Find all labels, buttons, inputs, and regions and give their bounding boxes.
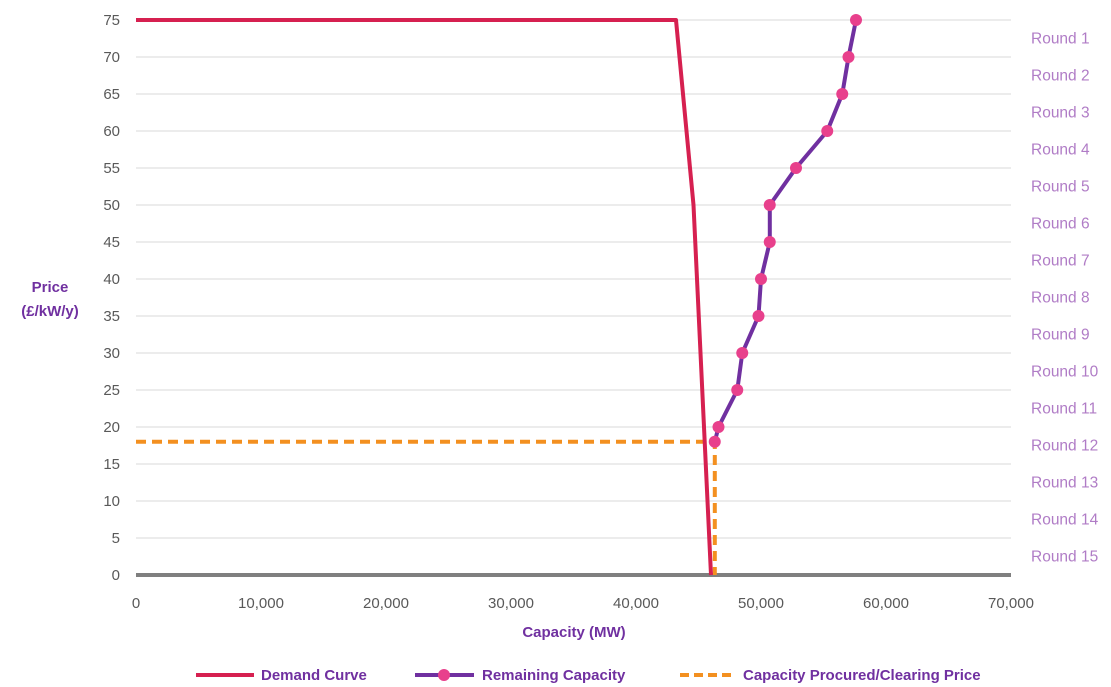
y-tick-label: 15 — [103, 456, 120, 473]
legend-label-procured: Capacity Procured/Clearing Price — [743, 667, 981, 684]
series-line-2 — [136, 439, 717, 575]
y-tick-label: 40 — [103, 271, 120, 288]
legend-item-procured: Capacity Procured/Clearing Price — [680, 667, 981, 684]
x-tick-label: 10,000 — [238, 595, 284, 612]
round-label: Round 1 — [1031, 31, 1090, 48]
y-tick-label: 75 — [103, 12, 120, 29]
round-label: Round 9 — [1031, 327, 1090, 344]
x-tick-label: 60,000 — [863, 595, 909, 612]
y-tick-label: 70 — [103, 49, 120, 66]
round-label: Round 12 — [1031, 438, 1098, 455]
data-point — [836, 88, 849, 100]
y-tick-label: 20 — [103, 419, 120, 436]
data-point — [821, 125, 834, 137]
data-point — [842, 51, 855, 63]
y-tick-label: 55 — [103, 160, 120, 177]
data-point — [752, 310, 765, 322]
y-axis-title: Price — [32, 279, 69, 296]
data-point — [755, 273, 767, 285]
legend-label-remaining: Remaining Capacity — [482, 667, 626, 684]
y-axis-unit: (£/kW/y) — [21, 303, 79, 320]
data-point — [763, 236, 776, 248]
y-tick-label: 50 — [103, 197, 120, 214]
data-point — [708, 435, 721, 448]
x-tick-label: 0 — [132, 595, 140, 612]
x-tick-label: 40,000 — [613, 595, 659, 612]
series-layer — [136, 14, 862, 576]
round-label: Round 11 — [1031, 401, 1097, 418]
round-label: Round 3 — [1031, 105, 1090, 122]
y-tick-label: 60 — [103, 123, 120, 140]
round-label: Round 10 — [1031, 364, 1099, 381]
round-label: Round 2 — [1031, 68, 1090, 85]
y-tick-label: 65 — [103, 86, 120, 103]
legend: Demand Curve Remaining Capacity Capacity… — [196, 667, 981, 684]
x-tick-label: 70,000 — [988, 595, 1034, 612]
gridlines — [136, 19, 1011, 577]
data-point — [763, 199, 776, 211]
round-labels: Round 1 Round 2 Round 3 Round 4 Round 5 Round… — [1031, 31, 1099, 566]
series-line-1 — [712, 19, 858, 443]
x-tick-label: 30,000 — [488, 595, 534, 612]
y-axis-ticks: 0 5 10 15 20 25 30 35 40 45 50 55 60 65 70 75 — [103, 12, 120, 584]
y-tick-label: 35 — [103, 308, 120, 325]
y-tick-label: 5 — [112, 530, 120, 547]
y-tick-label: 30 — [103, 345, 120, 362]
y-tick-label: 0 — [112, 567, 120, 584]
round-label: Round 4 — [1031, 142, 1090, 159]
x-tick-label: 20,000 — [363, 595, 409, 612]
round-label: Round 6 — [1031, 216, 1090, 233]
data-point — [736, 347, 749, 359]
round-label: Round 14 — [1031, 512, 1099, 529]
x-axis-title: Capacity (MW) — [522, 624, 625, 641]
round-label: Round 7 — [1031, 253, 1090, 270]
data-point — [850, 14, 862, 26]
data-point — [712, 421, 725, 433]
series-line-0 — [136, 18, 713, 576]
y-tick-label: 10 — [103, 493, 120, 510]
data-point — [790, 162, 802, 174]
legend-item-demand: Demand Curve — [196, 667, 367, 684]
round-label: Round 8 — [1031, 290, 1090, 307]
round-label: Round 5 — [1031, 179, 1090, 196]
round-label: Round 13 — [1031, 475, 1098, 492]
y-tick-label: 45 — [103, 234, 120, 251]
legend-item-remaining: Remaining Capacity — [415, 667, 626, 684]
legend-marker-remaining — [438, 669, 450, 681]
y-tick-label: 25 — [103, 382, 120, 399]
legend-label-demand: Demand Curve — [261, 667, 367, 684]
data-point — [731, 384, 744, 396]
x-tick-label: 50,000 — [738, 595, 784, 612]
round-label: Round 15 — [1031, 549, 1098, 566]
x-axis-ticks: 0 10,000 20,000 30,000 40,000 50,000 60,000 70,… — [132, 595, 1034, 612]
